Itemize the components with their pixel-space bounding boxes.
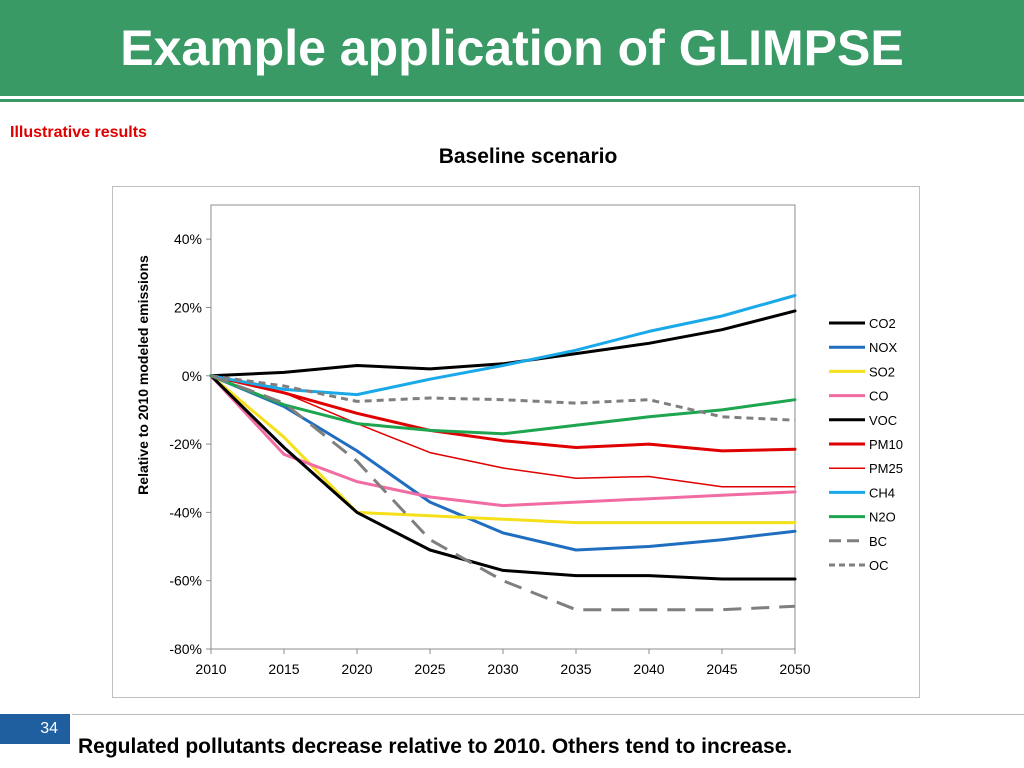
x-tick-label: 2020 [341, 661, 372, 677]
y-tick-label: 20% [174, 299, 202, 315]
series-line-pm25 [210, 375, 796, 488]
x-tick-label: 2045 [706, 661, 737, 677]
chart-title: Baseline scenario [438, 145, 618, 168]
series-line-bc [210, 374, 796, 612]
legend-label-oc: OC [869, 558, 889, 573]
x-tick-label: 2035 [560, 661, 591, 677]
title-divider [0, 96, 1024, 99]
line-chart: 40% 20% 0% -20% -40% -60% -80% 2010 2015 2020 2025… [135, 204, 903, 677]
y-tick-label: -40% [169, 504, 202, 520]
series-line-ch4 [209, 294, 797, 397]
y-tick-label: 0% [182, 368, 202, 384]
page-number: 34 [40, 720, 58, 737]
series-line-co [209, 374, 797, 508]
y-tick-label: -80% [169, 641, 202, 657]
legend-label-bc: BC [869, 534, 887, 549]
footer-message: Regulated pollutants decrease relative t… [78, 735, 793, 758]
plot-area [210, 204, 796, 650]
x-tick-label: 2015 [268, 661, 299, 677]
x-tick-label: 2030 [487, 661, 518, 677]
legend-label-co2: CO2 [869, 316, 896, 331]
y-axis-label: Relative to 2010 modeled emissions [135, 255, 151, 495]
page-number-badge: 34 [0, 714, 70, 744]
illustrative-note: Illustrative results [10, 124, 147, 141]
title-bar [0, 0, 1024, 96]
series-line-voc [209, 374, 797, 581]
legend-label-pm25: PM25 [869, 461, 903, 476]
series-line-oc [210, 374, 796, 422]
legend-label-co: CO [869, 389, 889, 404]
footer-divider [72, 714, 1024, 715]
series-line-pm10 [209, 374, 797, 453]
legend-label-so2: SO2 [869, 364, 895, 379]
slide-title: Example application of GLIMPSE [120, 20, 904, 76]
x-tick-label: 2010 [195, 661, 226, 677]
series-line-co2 [209, 309, 797, 378]
y-tick-label: 40% [174, 231, 202, 247]
legend-label-voc: VOC [869, 413, 897, 428]
series-line-nox [209, 374, 797, 552]
legend-label-ch4: CH4 [869, 485, 895, 500]
x-tick-label: 2040 [633, 661, 664, 677]
legend-label-nox: NOX [869, 340, 898, 355]
legend-label-n2o: N2O [869, 510, 896, 525]
x-tick-label: 2025 [414, 661, 445, 677]
legend-label-pm10: PM10 [869, 437, 903, 452]
y-tick-label: -20% [169, 436, 202, 452]
chart-frame: 40% 20% 0% -20% -40% -60% -80% 2010 2015 2020 2025… [112, 186, 920, 698]
series-line-n2o [209, 374, 797, 436]
y-tick-label: -60% [169, 573, 202, 589]
x-tick-label: 2050 [779, 661, 810, 677]
title-divider-accent [0, 99, 1024, 102]
